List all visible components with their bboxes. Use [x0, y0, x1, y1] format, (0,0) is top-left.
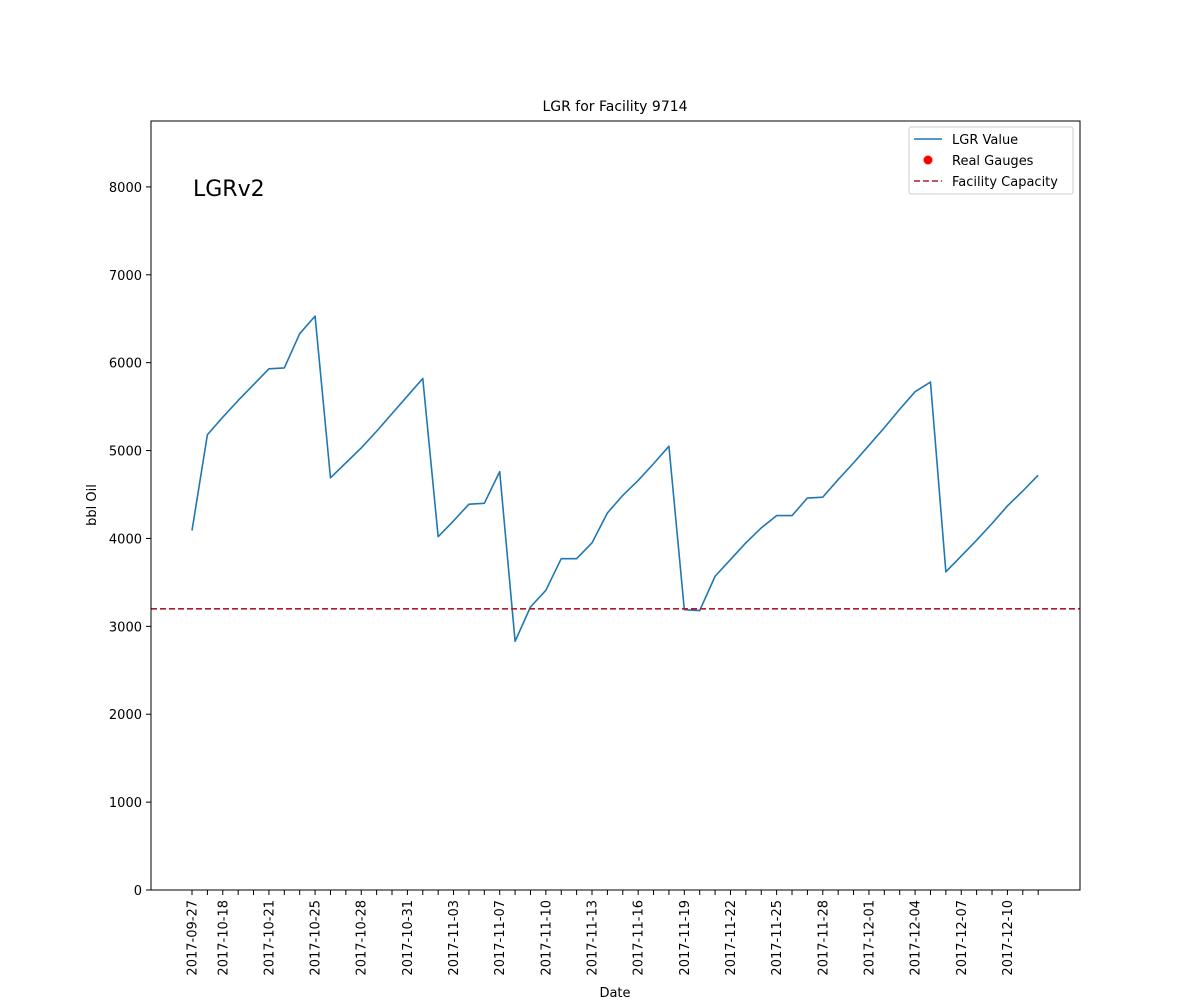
lgr-value-line: [191, 315, 1039, 643]
legend-label: Real Gauges: [952, 154, 1034, 169]
y-tick-label: 6000: [109, 357, 142, 372]
x-axis-label: Date: [599, 986, 630, 1000]
x-tick-label: 2017-11-07: [493, 900, 508, 976]
legend: LGR Value Real Gauges Facility Capacity: [908, 126, 1074, 195]
plot-area: [150, 120, 1081, 891]
x-tick-label: 2017-10-21: [262, 900, 277, 976]
x-tick-label: 2017-11-10: [539, 900, 554, 976]
y-tick-label: 3000: [109, 620, 142, 635]
y-tick-label: 8000: [109, 181, 142, 196]
x-tick-label: 2017-10-18: [216, 900, 231, 976]
chart-title: LGR for Facility 9714: [542, 99, 687, 115]
x-tick-label: 2017-12-07: [955, 900, 970, 976]
x-tick-label: 2017-10-25: [309, 900, 324, 976]
x-axis-ticks: 2017-09-27 2017-10-18 2017-10-21 2017-10-25…: [186, 890, 1039, 976]
y-tick-label: 4000: [109, 532, 142, 547]
x-tick-label: 2017-12-01: [862, 900, 877, 976]
y-tick-label: 5000: [109, 445, 142, 460]
y-axis-label: bbl Oil: [85, 484, 100, 526]
x-tick-label: 2017-11-28: [816, 900, 831, 976]
y-tick-label: 2000: [109, 708, 142, 723]
x-tick-label: 2017-11-13: [586, 900, 601, 976]
x-tick-label: 2017-10-31: [401, 900, 416, 976]
x-tick-label: 2017-12-04: [909, 900, 924, 976]
legend-label: LGR Value: [952, 133, 1018, 148]
chart-annotation: LGRv2: [193, 177, 265, 202]
x-tick-label: 2017-11-19: [678, 900, 693, 976]
x-tick-label: 2017-11-25: [770, 900, 785, 976]
legend-dot-swatch: [923, 155, 933, 165]
y-axis-ticks: 0 1000 2000 3000 4000 5000 6000 7000 8000: [109, 181, 151, 899]
x-tick-label: 2017-11-22: [724, 900, 739, 976]
x-tick-label: 2017-10-28: [355, 900, 370, 976]
legend-label: Facility Capacity: [952, 175, 1058, 190]
x-tick-label: 2017-12-10: [1001, 900, 1016, 976]
x-tick-label: 2017-11-03: [447, 900, 462, 976]
x-tick-label: 2017-09-27: [186, 900, 201, 976]
y-tick-label: 7000: [109, 269, 142, 284]
y-tick-label: 1000: [109, 796, 142, 811]
legend-box: [908, 126, 1074, 195]
plot-frame: [150, 120, 1081, 891]
y-tick-label: 0: [134, 884, 142, 899]
x-tick-label: 2017-11-16: [632, 900, 647, 976]
